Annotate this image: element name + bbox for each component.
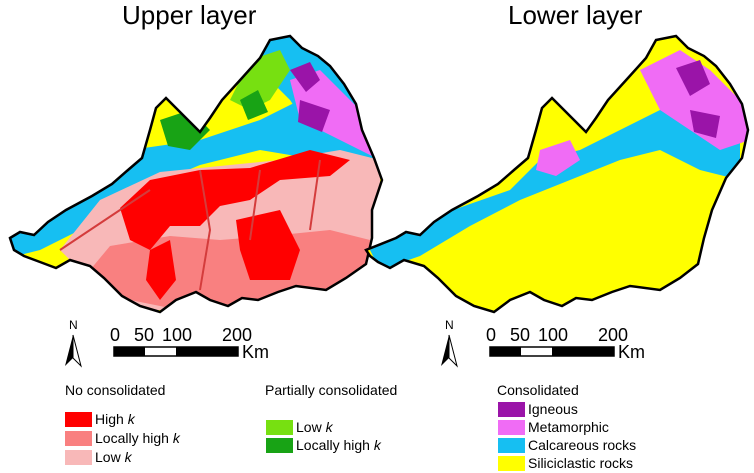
- scale-tick-100: 100: [162, 325, 193, 345]
- no-consolidated-high-k-south: [146, 210, 300, 300]
- north-label-lower: N: [445, 318, 454, 332]
- upper-map-title: Upper layer: [122, 0, 257, 30]
- scale-bar-lower: [489, 346, 615, 357]
- legend-k-symbol: k: [325, 419, 333, 435]
- legend-k-symbol: k: [127, 411, 135, 427]
- legend-swatch: [65, 412, 92, 427]
- scale-tick-100-lower: 100: [538, 325, 569, 345]
- igneous-region-lower: [676, 60, 720, 138]
- north-arrow-lower-icon: [441, 334, 458, 368]
- legend-label: High: [95, 411, 128, 427]
- legend-k-symbol: k: [373, 437, 381, 453]
- north-arrow-upper-icon: [65, 334, 82, 368]
- legend-swatch: [65, 431, 92, 446]
- legend-label: Low: [296, 419, 326, 435]
- legend-label: Siliciclastic rocks: [528, 455, 634, 471]
- legend-label: Low: [95, 449, 125, 465]
- legend-heading-partially-consolidated: Partially consolidated: [265, 382, 398, 398]
- metamorphic-patch-lower: [536, 140, 580, 176]
- legend-label: Igneous: [528, 401, 578, 417]
- legend-swatch: [266, 438, 293, 453]
- legend-swatch: [266, 420, 293, 435]
- legend-label: Metamorphic: [528, 419, 609, 435]
- scale-tick-50-lower: 50: [510, 325, 531, 345]
- upper-layer-map: [10, 36, 382, 312]
- north-label-upper: N: [69, 318, 78, 332]
- scale-bar-upper: [113, 346, 239, 357]
- river-lines: [59, 159, 321, 291]
- scale-tick-0: 0: [110, 325, 121, 345]
- scale-tick-50: 50: [134, 325, 155, 345]
- lower-map-title: Lower layer: [508, 0, 643, 30]
- scale-unit-upper: Km: [242, 342, 269, 362]
- legend-swatch: [498, 402, 525, 417]
- scale-tick-0-lower: 0: [486, 325, 497, 345]
- partially-consolidated-locally-high-k: [160, 90, 268, 150]
- legend-swatch: [498, 420, 525, 435]
- lower-map-outline: [364, 34, 750, 314]
- legend-k-symbol: k: [124, 449, 132, 465]
- metamorphic-region-lower: [640, 50, 748, 150]
- legend-swatch: [498, 456, 525, 471]
- scale-tick-200: 200: [222, 325, 253, 345]
- legend-label: Locally high: [296, 437, 374, 453]
- legend-label: Calcareous rocks: [528, 437, 637, 453]
- scale-tick-200-lower: 200: [598, 325, 629, 345]
- legend-swatch: [498, 438, 525, 453]
- metamorphic-region: [290, 70, 380, 160]
- lower-layer-map: [366, 36, 748, 312]
- legend-heading-no-consolidated: No consolidated: [65, 382, 166, 398]
- legend-heading-consolidated: Consolidated: [497, 382, 579, 398]
- scale-unit-lower: Km: [618, 342, 645, 362]
- igneous-region: [290, 62, 330, 132]
- partially-consolidated-low-k: [230, 50, 290, 110]
- legend-swatch: [65, 450, 92, 465]
- calcareous-region-lower: [370, 110, 740, 270]
- upper-map-outline: [8, 34, 384, 314]
- legend-k-symbol: k: [172, 430, 180, 446]
- no-consolidated-high-k: [120, 150, 350, 250]
- legend-label: Locally high: [95, 430, 173, 446]
